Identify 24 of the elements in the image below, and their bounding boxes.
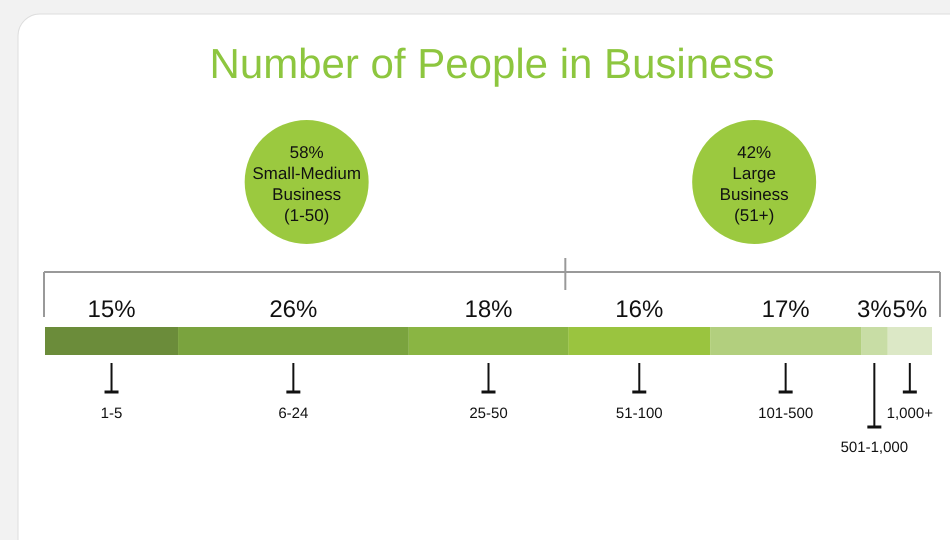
text: 1,000+ xyxy=(886,405,934,422)
chart-title: Number of People in Business xyxy=(210,40,774,87)
bar xyxy=(568,327,710,355)
bar xyxy=(408,327,568,355)
data-label: 16% xyxy=(615,296,664,323)
text: 1-5 xyxy=(100,405,122,422)
text: 101-500 xyxy=(758,405,814,422)
text: 58% Small-Medium Business (1-50) xyxy=(252,143,361,225)
data-label: 18% xyxy=(464,296,513,323)
bar xyxy=(45,327,178,355)
text: 501-1,000 xyxy=(840,439,908,456)
bar xyxy=(178,327,409,355)
data-label: 26% xyxy=(269,296,318,323)
data-label: 5% xyxy=(892,296,928,323)
data-label: 15% xyxy=(88,296,136,323)
bar xyxy=(861,327,888,355)
text: 51-100 xyxy=(616,405,663,422)
bar xyxy=(888,327,932,355)
text: 42% Large Business (51+) xyxy=(720,143,789,225)
bar xyxy=(710,327,862,355)
text: 25-50 xyxy=(469,405,508,422)
text: 6-24 xyxy=(278,405,308,422)
data-label: 17% xyxy=(762,296,810,323)
data-label: 3% xyxy=(857,296,892,323)
